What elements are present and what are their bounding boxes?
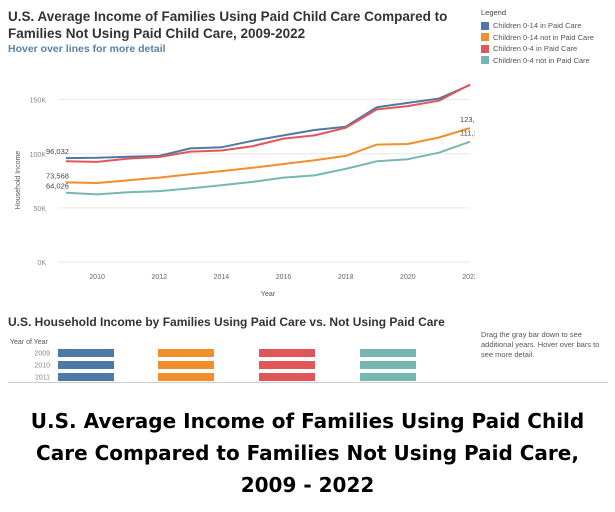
line-chart[interactable]: 0K 50K 100K 150K 2010 2012 2014 2016 2018 2020 202… [0, 70, 475, 300]
bar-2011-3 [360, 373, 416, 381]
row-header: Year of Year [10, 339, 49, 346]
x-tick-label: 2012 [151, 274, 167, 281]
series-line-2 [65, 83, 471, 163]
caption-line-1: U.S. Average Income of Families Using Pa… [30, 409, 585, 433]
bar-2010-1 [158, 361, 214, 369]
y-tick-label: 0K [37, 260, 46, 267]
legend-swatch-0-14-paid [481, 21, 489, 30]
legend-label-0-14-paid: Children 0-14 in Paid Care [493, 21, 582, 31]
y-tick-label: 100K [30, 152, 47, 159]
y-axis-label: Household Income [15, 151, 22, 209]
legend-title: Legend [481, 8, 507, 17]
legend-swatch-0-14-not-paid [481, 33, 489, 42]
data-label: 123,736 [460, 115, 475, 124]
legend-item-0-4-not-paid[interactable]: Children 0-4 not in Paid Care [481, 55, 611, 67]
chart-title: U.S. Average Income of Families Using Pa… [8, 9, 448, 41]
x-tick-label: 2014 [214, 274, 230, 281]
bar-chart-note: Drag the gray bar down to see additional… [481, 330, 600, 359]
year-label: 2011 [35, 375, 50, 382]
bar-2010-3 [360, 361, 416, 369]
bar-2009-1 [158, 349, 214, 357]
legend-label-0-4-not-paid: Children 0-4 not in Paid Care [493, 55, 590, 65]
legend-label-0-14-not-paid: Children 0-14 not in Paid Care [493, 32, 594, 42]
x-tick-label: 2022 [462, 274, 475, 281]
bar-2009-2 [259, 349, 315, 357]
figure-caption: U.S. Average Income of Families Using Pa… [0, 405, 615, 501]
x-tick-label: 2010 [89, 274, 105, 281]
caption-line-3: 2009 - 2022 [240, 473, 375, 497]
bar-2010-0 [58, 361, 114, 369]
legend-item-0-14-paid[interactable]: Children 0-14 in Paid Care [481, 20, 611, 32]
legend-swatch-0-4-not-paid [481, 56, 489, 65]
caption-line-2: Care Compared to Families Not Using Paid… [36, 441, 579, 465]
bar-2011-0 [58, 373, 114, 381]
data-label: 96,032 [46, 147, 69, 156]
bar-2009-3 [360, 349, 416, 357]
bar-2011-2 [259, 373, 315, 381]
x-tick-label: 2016 [276, 274, 292, 281]
bar-2009-0 [58, 349, 114, 357]
x-tick-label: 2018 [338, 274, 354, 281]
legend-item-0-14-not-paid[interactable]: Children 0-14 not in Paid Care [481, 32, 611, 44]
bar-chart-title: U.S. Household Income by Families Using … [8, 315, 445, 329]
y-tick-label: 50K [34, 206, 47, 213]
x-tick-label: 2020 [400, 274, 416, 281]
hover-hint: Hover over lines for more detail [8, 43, 166, 55]
series-line-1 [65, 127, 471, 184]
legend-label-0-4-paid: Children 0-4 in Paid Care [493, 44, 578, 54]
bar-2011-1 [158, 373, 214, 381]
series-line-0 [65, 84, 471, 160]
legend: Legend Children 0-14 in Paid Care Childr… [481, 8, 611, 66]
year-label: 2009 [34, 351, 50, 358]
legend-swatch-0-4-paid [481, 44, 489, 53]
data-label: 73,568 [46, 171, 69, 180]
bar-2010-2 [259, 361, 315, 369]
year-label: 2010 [34, 363, 50, 370]
bar-chart[interactable]: Year of Year 2009 2010 2011 [0, 335, 470, 387]
data-label: 111,107 [460, 129, 475, 138]
data-label: 64,026 [46, 182, 69, 191]
series-line-3 [65, 140, 471, 196]
x-axis-label: Year [261, 291, 276, 298]
y-tick-label: 150K [30, 98, 47, 105]
bar-panel-divider [8, 382, 608, 383]
legend-item-0-4-paid[interactable]: Children 0-4 in Paid Care [481, 43, 611, 55]
